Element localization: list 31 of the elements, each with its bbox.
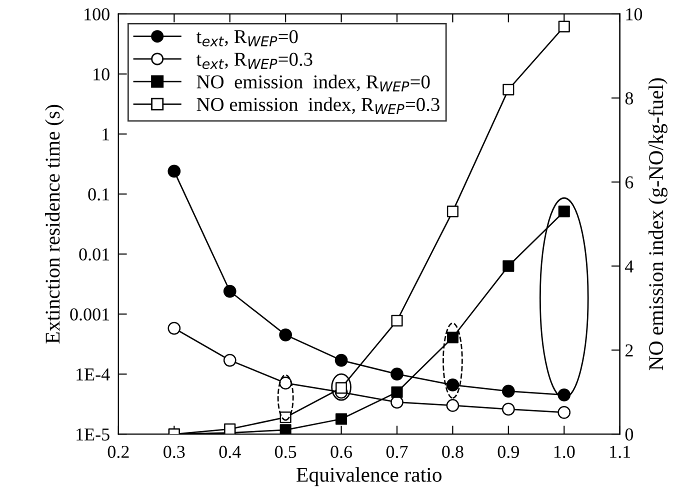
x-tick-label: 0.6 (330, 446, 352, 458)
x-tick-label: 1.1 (610, 446, 630, 458)
x-tick-label: 0.3 (164, 446, 185, 458)
x-tick-label: 0.5 (274, 446, 296, 458)
y-tick-label: 0.01 (79, 248, 110, 261)
x-tick-label: 0.2 (108, 446, 129, 458)
x-tick-label: 1.0 (554, 446, 575, 458)
legend-label: NO emission index, R$_{WEP}$=0.3 (196, 97, 440, 114)
x-tick-label: 0.9 (498, 446, 519, 458)
y2-tick-label: 8 (625, 92, 634, 104)
y2-tick-label: 10 (626, 8, 642, 20)
y2-tick-label: 4 (625, 260, 634, 272)
x-tick-label: 0.4 (219, 446, 241, 458)
y2-tick-label: 6 (625, 176, 634, 188)
y-tick-label: 10 (94, 68, 110, 80)
y-tick-label: 0.001 (70, 308, 110, 321)
legend-label: t$_{ext}$, R$_{WEP}$=0 (196, 30, 298, 46)
x-axis-title: Equivalence ratio (296, 467, 442, 486)
y-tick-label: 100 (84, 8, 110, 20)
legend-label: t$_{ext}$, R$_{WEP}$=0.3 (196, 52, 312, 70)
x-tick-label: 0.8 (442, 446, 464, 458)
y-tick-label: 1 (102, 128, 110, 140)
y2-axis-title: NO emission index (g-NO/kg-fuel) (648, 78, 668, 370)
y2-tick-label: 0 (625, 428, 634, 441)
y-axis-title: Extinction residence time (s) (45, 104, 64, 344)
y-tick-label: 1E-5 (76, 428, 110, 441)
y2-tick-label: 2 (625, 344, 633, 356)
legend-label: NO emission index, R$_{WEP}$=0 (196, 74, 430, 92)
x-tick-label: 0.7 (386, 446, 408, 458)
y-tick-label: 1E-4 (76, 368, 110, 380)
y-tick-label: 0.1 (88, 188, 110, 201)
